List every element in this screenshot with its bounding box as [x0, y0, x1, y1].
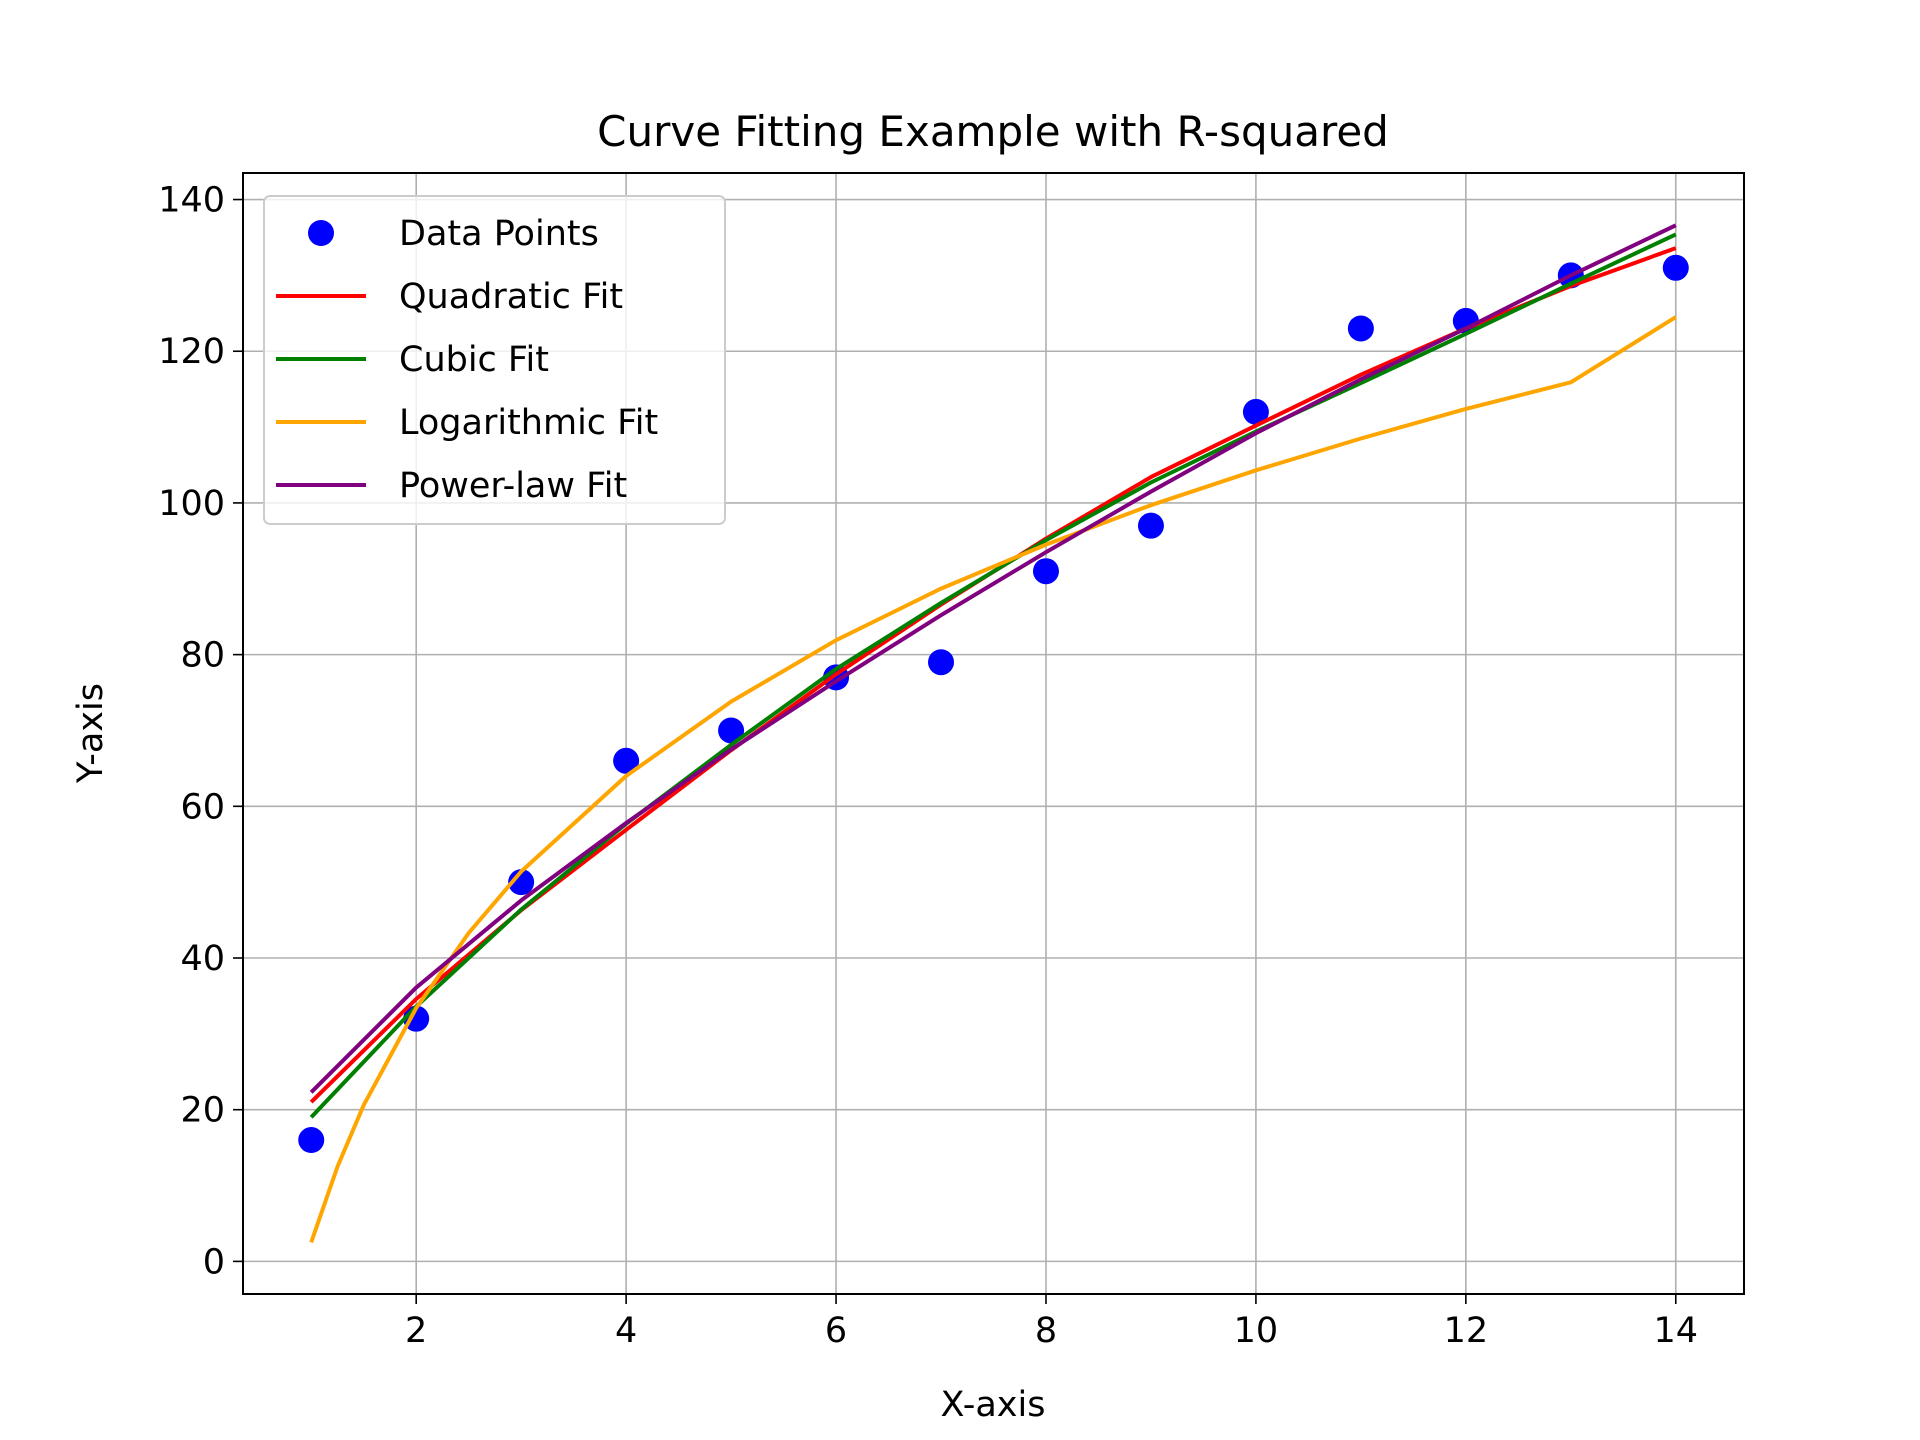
fit-line	[309, 315, 1677, 1244]
data-point	[613, 747, 640, 774]
data-point	[508, 869, 535, 896]
legend-marker	[308, 220, 334, 246]
data-point	[1242, 398, 1269, 425]
legend-label: Logarithmic Fit	[399, 403, 658, 443]
y-tick-label: 80	[180, 636, 225, 676]
data-point	[1137, 512, 1164, 539]
y-tick-label: 0	[203, 1242, 225, 1282]
fit-line	[309, 232, 1677, 1119]
axes-frame	[242, 172, 1745, 1295]
x-tick-label: 14	[1653, 1311, 1698, 1351]
x-tick-label: 6	[825, 1311, 847, 1351]
y-tick-label: 60	[180, 787, 225, 827]
y-tick-label: 100	[158, 484, 225, 524]
legend-label: Power-law Fit	[399, 466, 627, 506]
x-tick-label: 12	[1444, 1311, 1489, 1351]
data-point	[928, 649, 955, 676]
x-tick-label: 4	[615, 1311, 637, 1351]
data-point	[298, 1127, 325, 1154]
data-point	[1032, 558, 1059, 585]
y-tick-label: 20	[180, 1091, 225, 1131]
legend: Data Points Quadratic Fit Cubic Fit Logarit…	[263, 195, 726, 525]
y-tick-label: 40	[180, 939, 225, 979]
y-axis-label: Y-axis	[71, 683, 111, 784]
legend-box	[263, 195, 726, 525]
fit-line	[309, 223, 1677, 1094]
x-tick-label: 8	[1035, 1311, 1057, 1351]
legend-label: Data Points	[399, 214, 599, 254]
plot-area	[298, 223, 1689, 1244]
grid	[243, 173, 1744, 1294]
y-tick-label: 120	[158, 332, 225, 372]
data-point	[718, 717, 745, 744]
x-tick-label: 2	[405, 1311, 427, 1351]
x-tick-label: 10	[1234, 1311, 1279, 1351]
chart-title: Curve Fitting Example with R-squared	[597, 107, 1389, 156]
data-point	[1662, 254, 1689, 281]
legend-label: Cubic Fit	[399, 340, 549, 380]
y-tick-label: 140	[158, 181, 225, 221]
x-axis-label: X-axis	[941, 1385, 1046, 1425]
data-point	[1347, 315, 1374, 342]
legend-label: Quadratic Fit	[399, 277, 623, 317]
